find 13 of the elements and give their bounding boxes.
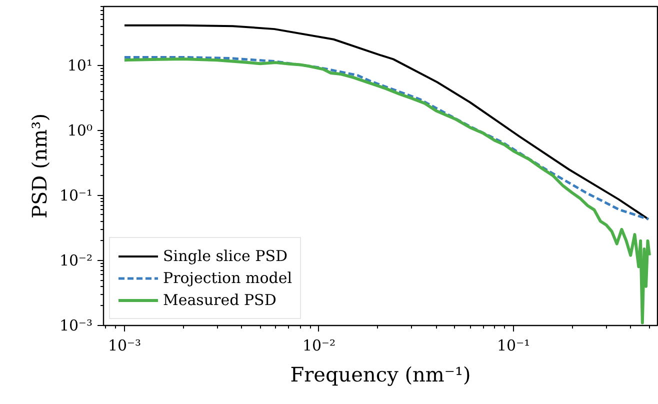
x-tick-label: 10⁻¹ — [496, 336, 530, 354]
y-axis-title: PSD (nm³) — [27, 113, 52, 219]
x-tick-label: 10⁻³ — [108, 336, 142, 354]
y-tick-label: 10¹ — [67, 56, 93, 74]
y-tick-label: 10⁻² — [59, 251, 93, 270]
legend-label: Projection model — [163, 269, 292, 287]
x-tick-label: 10⁻² — [302, 336, 336, 354]
y-tick-label: 10⁰ — [67, 121, 93, 140]
y-tick-label: 10⁻³ — [59, 316, 93, 334]
y-tick-label: 10⁻¹ — [59, 186, 93, 204]
x-axis-title: Frequency (nm⁻¹) — [290, 362, 471, 386]
legend-label: Single slice PSD — [163, 247, 288, 265]
legend-label: Measured PSD — [163, 291, 276, 309]
